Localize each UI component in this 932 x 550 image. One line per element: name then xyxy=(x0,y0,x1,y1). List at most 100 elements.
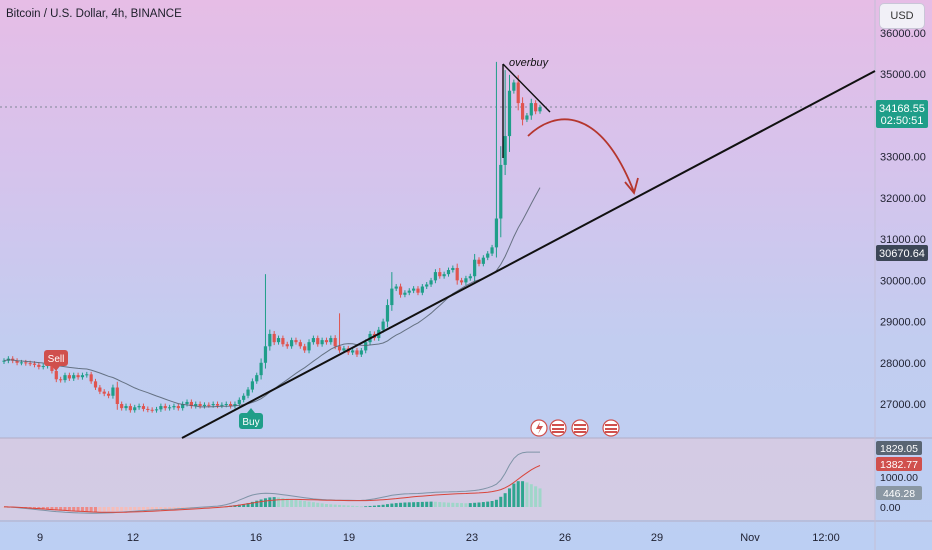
candle-body xyxy=(503,136,507,165)
macd-histogram-bar xyxy=(342,505,346,507)
event-us-flag-icon-2[interactable] xyxy=(571,419,589,437)
candle-body xyxy=(2,360,6,362)
macd-histogram-value: 446.28 xyxy=(876,486,922,500)
trendline xyxy=(181,70,876,439)
svg-text:34168.55: 34168.55 xyxy=(879,103,925,115)
candle-body xyxy=(163,406,167,409)
macd-histogram-bar xyxy=(529,484,533,507)
candle-body xyxy=(28,363,32,365)
candle-body xyxy=(189,401,193,407)
candle-body xyxy=(263,346,268,363)
macd-histogram-bar xyxy=(85,507,89,512)
candle-body xyxy=(224,404,228,405)
buy-tag[interactable]: Buy xyxy=(239,408,263,429)
candle-body xyxy=(494,218,499,248)
macd-histogram-bar xyxy=(111,507,115,512)
candle-body xyxy=(54,371,58,380)
candle-body xyxy=(298,342,302,347)
macd-histogram-bar xyxy=(412,502,416,507)
macd-histogram-bar xyxy=(50,507,54,510)
candle-body xyxy=(120,404,124,409)
time-tick-label: Nov xyxy=(740,532,760,544)
candle-body xyxy=(429,280,433,285)
sell-tag[interactable]: Sell xyxy=(44,350,68,371)
price-axis: 27000.00 28000.00 29000.00 30000.00 31000.00… xyxy=(880,28,926,411)
time-axis: 9 12 16 19 23 26 29 Nov 12:00 xyxy=(37,532,840,544)
macd-histogram-bar xyxy=(364,506,368,508)
candle-body xyxy=(229,404,233,407)
macd-histogram-bar xyxy=(425,501,429,507)
macd-histogram-bar xyxy=(207,507,211,508)
candle-body xyxy=(41,366,45,368)
candle-body xyxy=(403,292,407,295)
candle-body xyxy=(285,344,289,347)
macd-histogram-bar xyxy=(272,497,276,507)
macd-histogram-bar xyxy=(237,504,241,507)
candle-body xyxy=(525,115,529,120)
macd-histogram-bar xyxy=(355,506,359,507)
macd-histogram-bar xyxy=(285,498,289,507)
currency-button[interactable]: USD xyxy=(879,3,925,29)
candle-body xyxy=(115,387,119,404)
macd-histogram-bar xyxy=(438,502,442,507)
candle-body xyxy=(237,399,241,404)
macd-histogram-bar xyxy=(507,488,511,507)
macd-histogram-bar xyxy=(451,502,455,507)
macd-histogram-bar xyxy=(54,507,58,511)
macd-histogram-bar xyxy=(46,507,50,510)
event-flash-icon[interactable] xyxy=(530,419,548,437)
event-us-flag-icon[interactable] xyxy=(549,419,567,437)
macd-histogram-bar xyxy=(394,503,398,507)
candle-body xyxy=(407,290,411,293)
candle-body xyxy=(359,350,363,355)
projection-arrow xyxy=(527,118,635,193)
macd-histogram-bar xyxy=(481,502,485,507)
candle-body xyxy=(63,375,67,381)
time-tick-label: 12:00 xyxy=(812,532,840,544)
macd-histogram-bar xyxy=(512,483,516,507)
macd-histogram-bar xyxy=(159,507,163,510)
candle-body xyxy=(50,364,54,372)
svg-text:02:50:51: 02:50:51 xyxy=(881,115,924,127)
candle-body xyxy=(294,340,298,343)
candle-body xyxy=(316,338,320,345)
macd-histogram-bar xyxy=(155,507,159,510)
macd-histogram-bar xyxy=(290,499,294,507)
macd-histogram-bar xyxy=(150,507,154,510)
macd-histogram-bar xyxy=(351,505,355,507)
candle-body xyxy=(268,333,272,347)
candle-body xyxy=(80,375,85,378)
macd-histogram-bar xyxy=(377,505,381,507)
candle-body xyxy=(455,267,459,281)
macd-histogram-bar xyxy=(368,505,372,507)
macd-histogram-bar xyxy=(72,507,76,512)
candle-body xyxy=(246,389,250,396)
candle-body xyxy=(329,338,333,343)
candle-body xyxy=(416,288,420,293)
event-us-flag-icon-3[interactable] xyxy=(602,419,620,437)
macd-signal-value: 1382.77 xyxy=(876,457,922,471)
time-tick-label: 23 xyxy=(466,532,478,544)
candle-body xyxy=(337,346,342,351)
macd-histogram-bar xyxy=(303,501,307,507)
candle-body xyxy=(324,340,329,343)
macd-histogram-bar xyxy=(473,502,477,507)
candle-body xyxy=(19,362,24,364)
macd-histogram-bar xyxy=(141,507,145,510)
candle-body xyxy=(512,82,516,91)
candles xyxy=(2,61,542,413)
candle-body xyxy=(307,342,311,351)
macd-histogram-bar xyxy=(324,504,328,507)
candle-body xyxy=(438,272,442,277)
candle-body xyxy=(311,338,315,343)
macd-histogram-bar xyxy=(359,506,363,508)
candle-body xyxy=(72,375,76,379)
macd-histogram-bar xyxy=(338,504,342,507)
time-tick-label: 16 xyxy=(250,532,262,544)
candle-body xyxy=(259,362,263,376)
overbuy-upper-line xyxy=(502,63,551,113)
candle-body xyxy=(141,406,146,409)
macd-histogram-bar xyxy=(477,502,481,507)
macd-histogram-bar xyxy=(120,507,124,511)
